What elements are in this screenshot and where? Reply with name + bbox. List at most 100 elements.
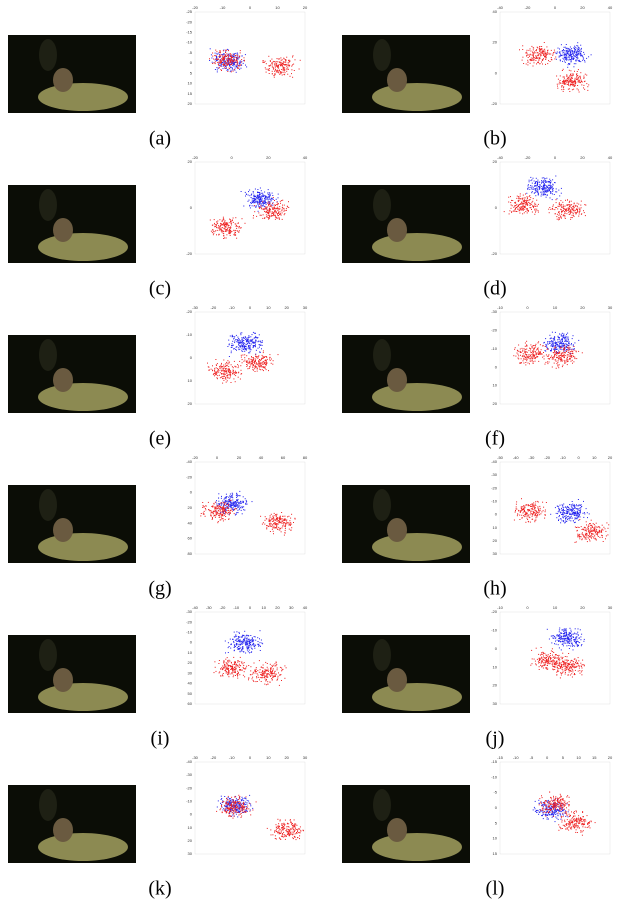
scatter-dot [230,219,231,220]
scatter-dot [252,339,253,340]
scatter-dot [226,365,227,366]
scatter-dot [223,370,224,371]
scatter-dot [242,343,243,344]
scatter-dot [568,337,569,338]
scatter-dot [566,54,567,55]
scatter-dot [567,51,568,52]
scatter-dot [529,510,530,511]
scatter-dot [524,348,525,349]
scatter-dot [529,180,530,181]
scatter-dot [543,53,544,54]
scatter-dot [545,190,546,191]
scatter-dot [278,197,279,198]
scatter-dot [220,51,221,52]
scatter-dot [515,202,516,203]
scatter-dot [559,334,560,335]
scatter-dot [532,354,533,355]
scatter-dot [227,62,228,63]
scatter-dot [245,498,246,499]
scatter-dot [525,357,526,358]
scatter-dot [535,209,536,210]
scatter-dot [510,202,511,203]
scatter-dot [283,525,284,526]
scatter-dot [269,201,270,202]
scatter-dot [259,347,260,348]
scatter-dot [261,200,262,201]
scatter-dot [239,345,240,346]
scatter-dot [555,57,556,58]
scatter-dot [275,205,276,206]
scatter-dot [585,62,586,63]
scatter-dot [255,371,256,372]
scatter-dot [276,208,277,209]
scatter-dot [220,65,221,66]
scatter-dot [513,207,514,208]
scatter-dot [236,238,237,239]
scatter-dot [239,230,240,231]
scatter-dot [522,506,523,507]
scatter-dot [241,357,242,358]
x-tick-label: -10 [497,305,504,310]
scatter-dot [569,214,570,215]
scatter-dot [275,64,276,65]
scatter-dot [563,215,564,216]
scatter-dot [539,182,540,183]
scatter-dot [250,644,251,645]
scatter-dot [251,359,252,360]
scatter-dot [237,505,238,506]
scatter-dot [568,507,569,508]
scatter-dot [539,514,540,515]
scatter-dot [574,342,575,343]
scatter-dot [573,210,574,211]
scatter-dot [544,191,545,192]
scatter-dot [556,513,557,514]
scatter-dot [595,526,596,527]
scatter-dot [231,223,232,224]
scatter-dot [552,367,553,368]
photo-table [372,233,462,261]
scatter-dot [558,350,559,351]
scatter-dot [561,334,562,335]
scatter-dot [542,64,543,65]
scatter-dot [567,350,568,351]
scatter-dot [246,642,247,643]
scatter-dot [244,631,245,632]
scatter-dot [229,496,230,497]
scatter-dot [237,58,238,59]
photo-table [38,233,128,261]
photo-object [387,518,407,542]
scatter-dot [216,377,217,378]
scatter-dot [232,502,233,503]
scatter-dot [560,83,561,84]
scatter-dot [278,65,279,66]
scatter-dot [529,196,530,197]
scatter-dot [240,343,241,344]
x-tick-label: 20 [303,5,308,10]
scatter-dot [549,185,550,186]
scatter-dot [557,208,558,209]
scatter-dot [545,362,546,363]
scatter-dot [238,507,239,508]
scatter-dot [556,357,557,358]
scatter-dot [531,202,532,203]
scatter-dot [536,49,537,50]
scatter-dot [276,212,277,213]
scatter-dot [260,352,261,353]
y-tick-label: 20 [493,40,498,45]
scatter-dot [530,205,531,206]
scatter-dot [560,522,561,523]
scatter-dot [562,339,563,340]
scatter-dot [276,516,277,517]
photo-person [373,189,391,221]
scatter-dot [583,57,584,58]
scatter-dot [259,208,260,209]
scatter-dot [532,505,533,506]
scatter-dot [574,348,575,349]
scatter-dot [218,503,219,504]
scatter-dot [210,48,211,49]
scatter-dot [565,338,566,339]
scatter-dot [524,350,525,351]
x-tick-label: 0 [249,5,252,10]
scatter-dot [533,189,534,190]
scatter-dot [559,82,560,83]
